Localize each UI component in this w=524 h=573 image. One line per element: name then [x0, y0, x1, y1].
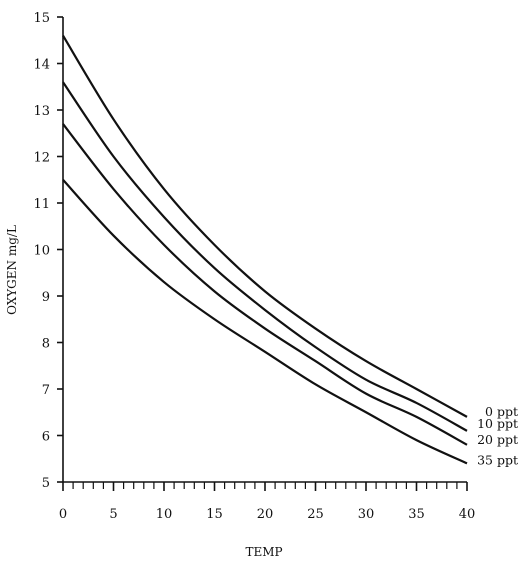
y-tick-label: 6: [42, 430, 50, 445]
series-lines: [62, 35, 468, 465]
series-line: [62, 35, 468, 418]
series-label: 0 ppt: [485, 404, 518, 419]
y-tick-label: 5: [42, 476, 50, 491]
y-axis-title: OXYGEN mg/L: [5, 225, 19, 315]
y-tick-label: 13: [33, 104, 50, 119]
x-tick-label: 30: [358, 507, 375, 522]
x-tick-label: 35: [408, 507, 425, 522]
x-tick-label: 15: [206, 507, 223, 522]
y-axis-ticks: 5 6 7 8 9 10 11 12 13 14 15: [33, 11, 63, 491]
series-label: 10 ppt: [477, 416, 518, 431]
series-label: 20 ppt: [477, 432, 518, 447]
series-line: [62, 81, 468, 432]
y-tick-label: 9: [42, 290, 50, 305]
y-tick-label: 8: [42, 337, 50, 352]
x-tick-label: 5: [109, 507, 117, 522]
x-tick-label: 0: [59, 507, 67, 522]
x-tick-label: 40: [459, 507, 476, 522]
series-label: 35 ppt: [477, 452, 518, 467]
x-axis-ticks: 0 5 10 15 20 25 30 35 40: [59, 482, 475, 522]
series-line: [62, 123, 468, 446]
y-tick-label: 15: [33, 11, 50, 26]
x-tick-label: 25: [307, 507, 324, 522]
y-tick-label: 10: [33, 244, 50, 259]
x-tick-label: 10: [156, 507, 173, 522]
y-tick-label: 11: [33, 197, 50, 212]
y-tick-label: 14: [33, 58, 50, 73]
y-tick-label: 12: [33, 151, 50, 166]
x-tick-label: 20: [257, 507, 274, 522]
series-line: [62, 179, 468, 465]
x-axis-title: TEMP: [245, 545, 282, 559]
y-tick-label: 7: [42, 383, 50, 398]
